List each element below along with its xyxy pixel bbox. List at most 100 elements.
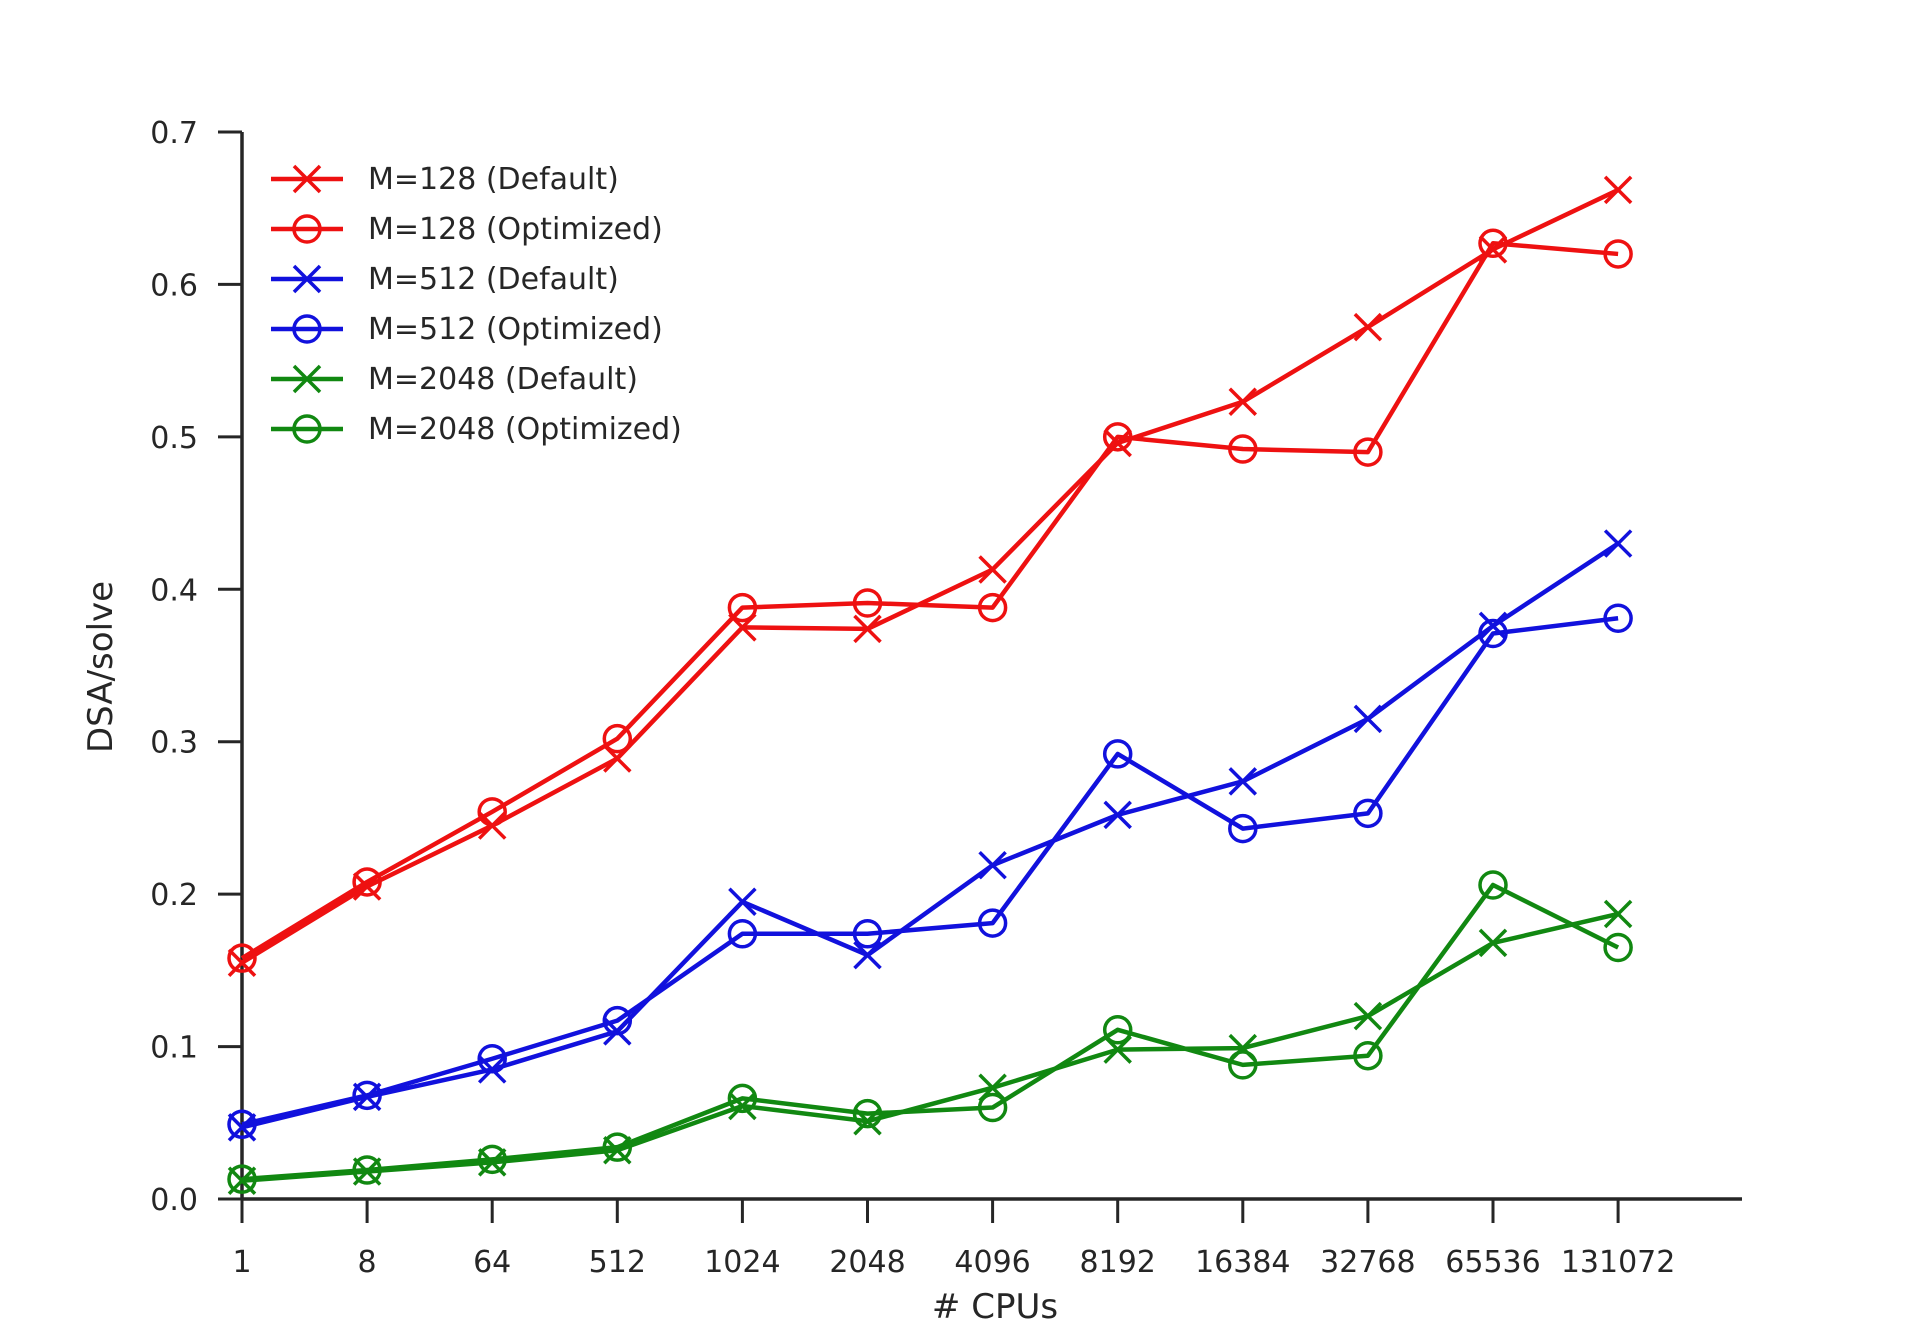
- y-axis-label: DSA/solve: [81, 581, 121, 753]
- data-point: [352, 867, 382, 897]
- data-point: [1102, 739, 1133, 769]
- y-tick-label: 0.4: [150, 573, 198, 608]
- y-tick-label: 0.3: [150, 726, 198, 761]
- data-point: [1228, 813, 1258, 844]
- data-point: [477, 1044, 507, 1074]
- series-line: [241, 911, 1619, 1183]
- y-tick-label: 0.6: [150, 268, 198, 303]
- series-line: [240, 241, 1619, 961]
- data-point: [477, 797, 507, 827]
- data-point: [1478, 618, 1508, 649]
- data-point: [1102, 1015, 1133, 1045]
- y-tick-label: 0.7: [150, 116, 198, 151]
- data-point: [1603, 603, 1633, 633]
- legend-label: M=512 (Default): [368, 262, 619, 297]
- x-tick-label: 2048: [829, 1245, 905, 1280]
- data-point: [1478, 928, 1508, 958]
- legend-label: M=512 (Optimized): [368, 312, 663, 347]
- series-4: [227, 603, 1633, 1140]
- x-tick-label: 1024: [704, 1245, 780, 1280]
- data-point: [727, 592, 758, 623]
- x-tick-label: 131072: [1561, 1245, 1676, 1280]
- data-point: [1228, 387, 1258, 417]
- axes: 0.0 0.1 0.2 0.3 0.4 0.5 0.6 0.7 1 8 64 512 1024 2048 4…: [150, 116, 1742, 1280]
- data-point: [728, 887, 757, 917]
- data-point: [978, 850, 1007, 880]
- legend-marker: [292, 164, 322, 194]
- data-point: [227, 1109, 257, 1140]
- x-tick-label: 8: [358, 1245, 377, 1280]
- data-point: [852, 588, 883, 618]
- legend-item: M=128 (Optimized): [271, 212, 663, 247]
- data-point: [352, 1155, 382, 1185]
- data-point: [1603, 175, 1633, 205]
- data-point: [602, 1005, 633, 1036]
- data-point: [977, 1092, 1008, 1123]
- y-tick-label: 0.1: [150, 1031, 198, 1066]
- legend-label: M=128 (Optimized): [368, 212, 663, 247]
- data-point: [1478, 228, 1508, 259]
- series-2: [227, 228, 1633, 973]
- x-tick-label: 64: [473, 1245, 511, 1280]
- data-point: [727, 919, 758, 949]
- legend-label: M=2048 (Optimized): [368, 412, 682, 447]
- x-axis-label: # CPUs: [932, 1287, 1058, 1320]
- data-point: [727, 1083, 758, 1114]
- x-tick-label: 8192: [1080, 1245, 1156, 1280]
- data-point: [1603, 899, 1633, 929]
- series-line: [241, 541, 1620, 1130]
- data-point: [1103, 800, 1132, 830]
- data-point: [977, 908, 1008, 938]
- data-point: [1102, 422, 1133, 452]
- data-point: [853, 614, 882, 644]
- legend-item: M=512 (Optimized): [271, 312, 663, 347]
- x-tick-label: 1: [232, 1245, 251, 1280]
- data-point: [1228, 767, 1258, 796]
- legend-item: M=512 (Default): [271, 262, 619, 297]
- series-line: [241, 882, 1620, 1182]
- data-point: [477, 1144, 507, 1175]
- series-3: [227, 529, 1633, 1142]
- series-line: [241, 616, 1619, 1127]
- data-point: [1353, 312, 1383, 342]
- x-tick-label: 65536: [1445, 1245, 1540, 1280]
- data-point: [1353, 1040, 1383, 1071]
- legend: M=128 (Default) M=128 (Optimized) M=512 (D…: [271, 162, 682, 447]
- y-tick-label: 0.5: [150, 421, 198, 456]
- x-tick-label: 16384: [1195, 1245, 1290, 1280]
- data-point: [1228, 434, 1258, 464]
- legend-item: M=2048 (Default): [271, 362, 638, 397]
- x-tick-label: 32768: [1320, 1245, 1415, 1280]
- data-point: [1353, 798, 1383, 829]
- legend-item: M=128 (Default): [271, 162, 619, 197]
- data-point: [1603, 239, 1633, 269]
- data-point: [1603, 529, 1633, 558]
- data-point: [853, 940, 882, 970]
- legend-marker: [292, 364, 322, 394]
- legend-marker: [292, 414, 322, 444]
- data-point: [1353, 437, 1383, 467]
- legend-label: M=128 (Default): [368, 162, 619, 197]
- data-point: [602, 1132, 633, 1162]
- data-point: [1353, 1001, 1383, 1031]
- data-point: [852, 919, 883, 949]
- data-point: [1478, 870, 1508, 900]
- data-point: [978, 555, 1007, 584]
- data-point: [1228, 1050, 1258, 1080]
- legend-label: M=2048 (Default): [368, 362, 638, 397]
- x-tick-label: 512: [589, 1245, 646, 1280]
- y-tick-label: 0.0: [150, 1183, 198, 1218]
- data-point: [227, 943, 257, 973]
- legend-marker: [292, 264, 322, 294]
- series-line: [240, 187, 1620, 965]
- data-point: [352, 1080, 382, 1111]
- legend-marker: [292, 214, 322, 244]
- y-tick-label: 0.2: [150, 878, 198, 913]
- legend-marker: [292, 314, 322, 344]
- data-point: [1603, 932, 1633, 963]
- x-tick-label: 4096: [954, 1245, 1030, 1280]
- series-group: [227, 175, 1633, 1195]
- data-point: [852, 1098, 883, 1129]
- data-point: [227, 1164, 257, 1194]
